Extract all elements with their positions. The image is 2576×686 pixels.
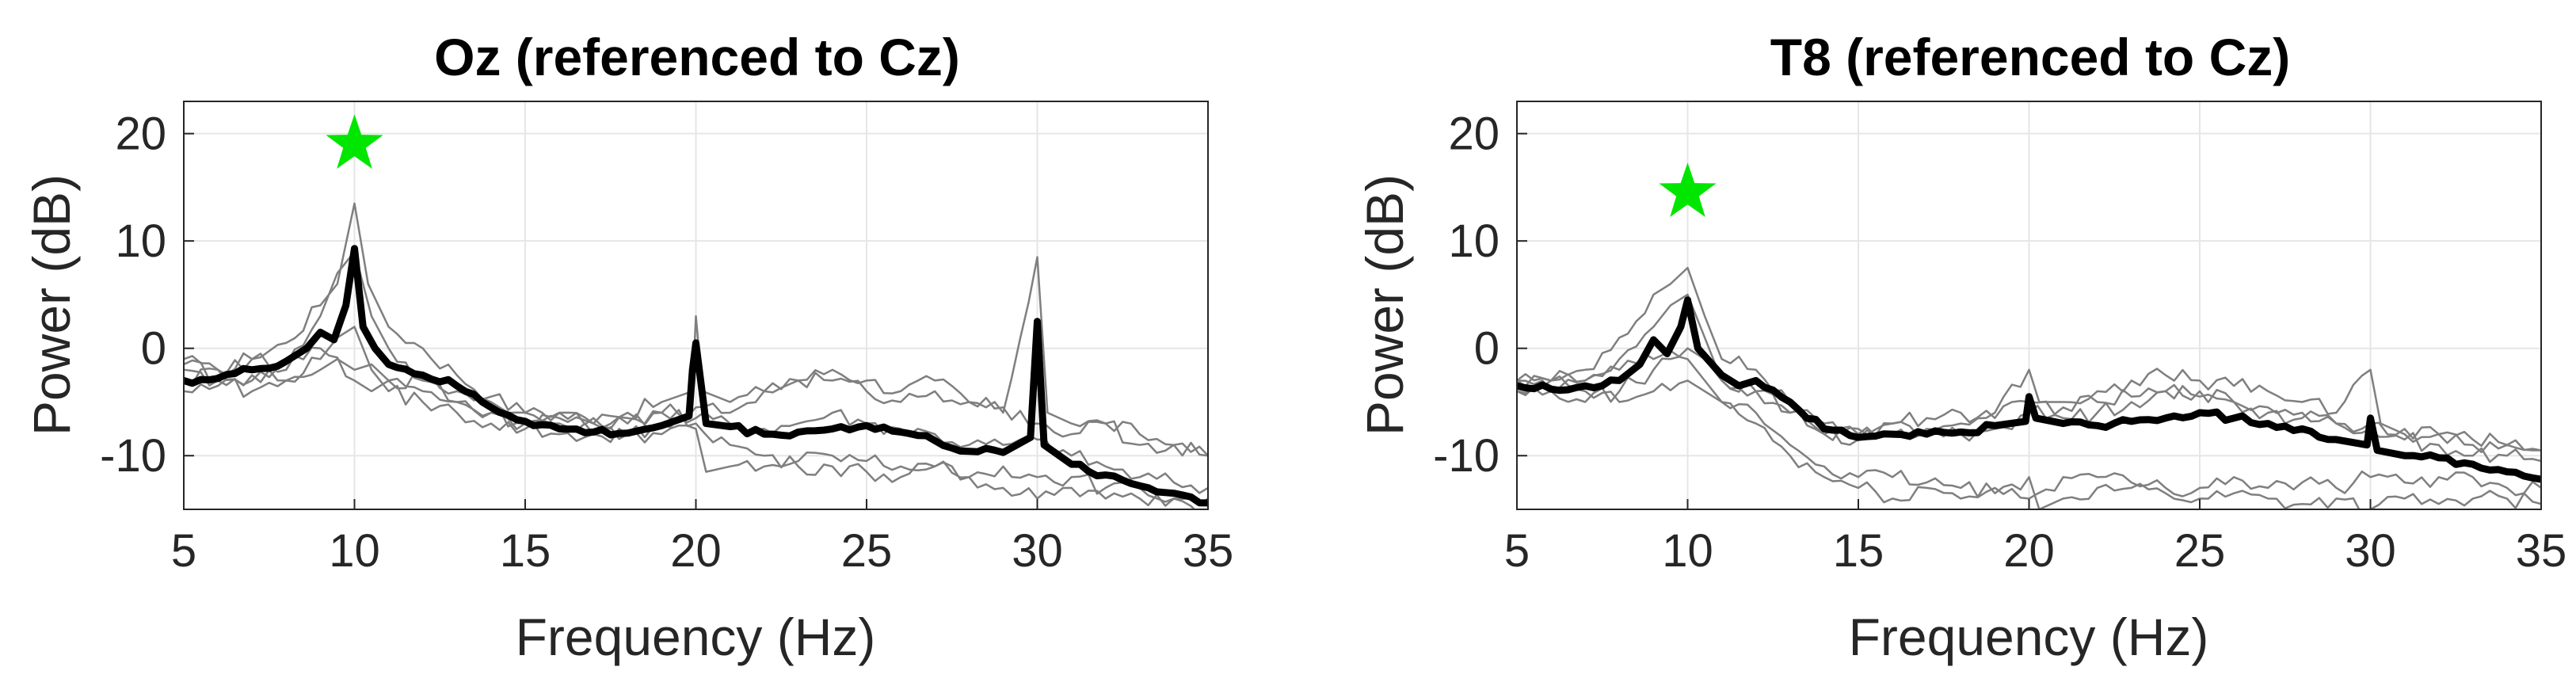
x-tick-label: 30 — [2345, 525, 2396, 577]
x-tick-label: 20 — [670, 525, 722, 577]
series-group — [1517, 266, 2541, 509]
x-tick-label: 15 — [1833, 525, 1884, 577]
y-axis-label: Power (dB) — [22, 174, 81, 436]
series-line-individual — [184, 358, 1208, 506]
series-line-individual — [1517, 266, 2541, 454]
y-tick-label: -10 — [1433, 430, 1499, 482]
x-tick-label: 35 — [1183, 525, 1234, 577]
x-tick-label: 25 — [841, 525, 893, 577]
x-tick-label: 25 — [2174, 525, 2226, 577]
x-tick-label: 5 — [1504, 525, 1530, 577]
series-line-individual — [1517, 372, 2541, 504]
x-axis-ticks: 5 10 15 20 25 30 35 — [1504, 499, 2566, 577]
x-tick-label: 15 — [500, 525, 551, 577]
y-axis-label: Power (dB) — [1355, 174, 1414, 436]
y-tick-label: 10 — [1448, 215, 1499, 267]
x-axis-ticks: 5 10 15 20 25 30 35 — [171, 499, 1233, 577]
x-tick-label: 10 — [1662, 525, 1713, 577]
x-axis-label: Frequency (Hz) — [1849, 608, 2209, 666]
y-tick-label: 0 — [141, 323, 166, 375]
y-tick-label: -10 — [100, 430, 166, 482]
series-line-individual — [184, 326, 1208, 509]
y-axis-ticks: 20 10 0 -10 — [1433, 109, 1527, 482]
x-axis-label: Frequency (Hz) — [516, 608, 876, 666]
chart-panel-t8: T8 (referenced to Cz) 5 10 15 20 25 30 35 20 10… — [1355, 28, 2566, 666]
chart-panel-oz: Oz (referenced to Cz) 5 10 15 20 25 30 35 20 10… — [22, 28, 1233, 666]
chart-title: Oz (referenced to Cz) — [434, 28, 960, 86]
y-tick-label: 20 — [115, 109, 166, 160]
y-tick-label: 20 — [1448, 109, 1499, 160]
star-marker — [1659, 162, 1717, 217]
marker-group — [1659, 162, 1717, 217]
x-tick-label: 10 — [329, 525, 380, 577]
x-tick-label: 5 — [171, 525, 196, 577]
series-line-mean — [1517, 296, 2541, 483]
x-tick-label: 20 — [2003, 525, 2055, 577]
chart-title: T8 (referenced to Cz) — [1770, 28, 2290, 86]
y-axis-ticks: 20 10 0 -10 — [100, 109, 194, 482]
x-tick-label: 30 — [1012, 525, 1063, 577]
y-tick-label: 0 — [1474, 323, 1499, 375]
x-tick-label: 35 — [2516, 525, 2567, 577]
marker-group — [326, 114, 383, 169]
series-line-individual — [1517, 356, 2541, 509]
star-marker — [326, 114, 383, 169]
series-line-mean — [184, 245, 1208, 507]
y-tick-label: 10 — [115, 215, 166, 267]
series-group — [184, 202, 1208, 509]
